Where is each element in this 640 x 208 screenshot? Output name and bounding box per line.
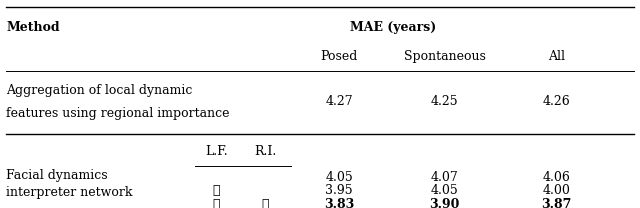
Text: 3.87: 3.87 xyxy=(541,198,572,208)
Text: 3.90: 3.90 xyxy=(429,198,460,208)
Text: Posed: Posed xyxy=(321,50,358,63)
Text: 4.06: 4.06 xyxy=(543,171,571,184)
Text: Method: Method xyxy=(6,21,60,33)
Text: 4.05: 4.05 xyxy=(325,171,353,184)
Text: 4.25: 4.25 xyxy=(431,95,459,108)
Text: ✔: ✔ xyxy=(262,198,269,208)
Text: R.I.: R.I. xyxy=(255,145,276,158)
Text: MAE (years): MAE (years) xyxy=(351,21,436,33)
Text: 4.05: 4.05 xyxy=(431,184,459,197)
Text: 4.26: 4.26 xyxy=(543,95,571,108)
Text: ✔: ✔ xyxy=(212,184,220,197)
Text: ✔: ✔ xyxy=(212,198,220,208)
Text: 4.07: 4.07 xyxy=(431,171,459,184)
Text: 3.95: 3.95 xyxy=(325,184,353,197)
Text: features using regional importance: features using regional importance xyxy=(6,107,230,120)
Text: All: All xyxy=(548,50,565,63)
Text: Aggregation of local dynamic: Aggregation of local dynamic xyxy=(6,84,193,97)
Text: Facial dynamics: Facial dynamics xyxy=(6,169,108,182)
Text: 4.27: 4.27 xyxy=(325,95,353,108)
Text: 3.83: 3.83 xyxy=(324,198,355,208)
Text: Spontaneous: Spontaneous xyxy=(404,50,486,63)
Text: L.F.: L.F. xyxy=(205,145,228,158)
Text: 4.00: 4.00 xyxy=(543,184,571,197)
Text: interpreter network: interpreter network xyxy=(6,186,133,199)
